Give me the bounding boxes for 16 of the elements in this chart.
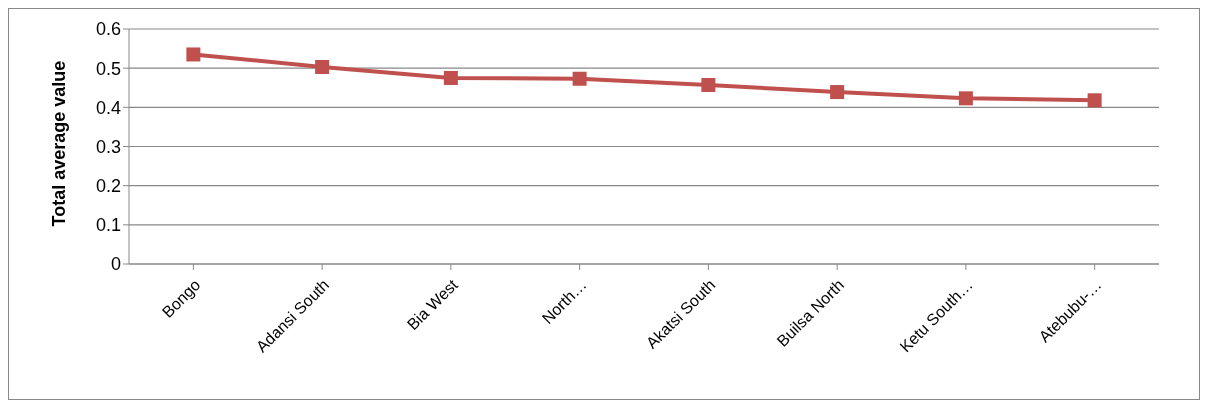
y-tick-label: 0.6 [95, 19, 121, 40]
point [443, 70, 458, 85]
point [1087, 93, 1102, 108]
point [701, 78, 716, 93]
point [572, 71, 587, 86]
y-tick-label: 0.4 [95, 97, 121, 118]
point [958, 91, 973, 106]
y-tick-label: 0.2 [95, 176, 121, 197]
point [315, 59, 330, 74]
point [830, 85, 845, 100]
y-tick-label: 0.5 [95, 58, 121, 79]
point [186, 47, 201, 62]
y-tick-label: 0 [110, 254, 121, 275]
y-axis-title: Total average value [49, 60, 70, 227]
y-tick-label: 0.3 [95, 136, 121, 157]
y-tick-label: 0.1 [95, 215, 121, 236]
